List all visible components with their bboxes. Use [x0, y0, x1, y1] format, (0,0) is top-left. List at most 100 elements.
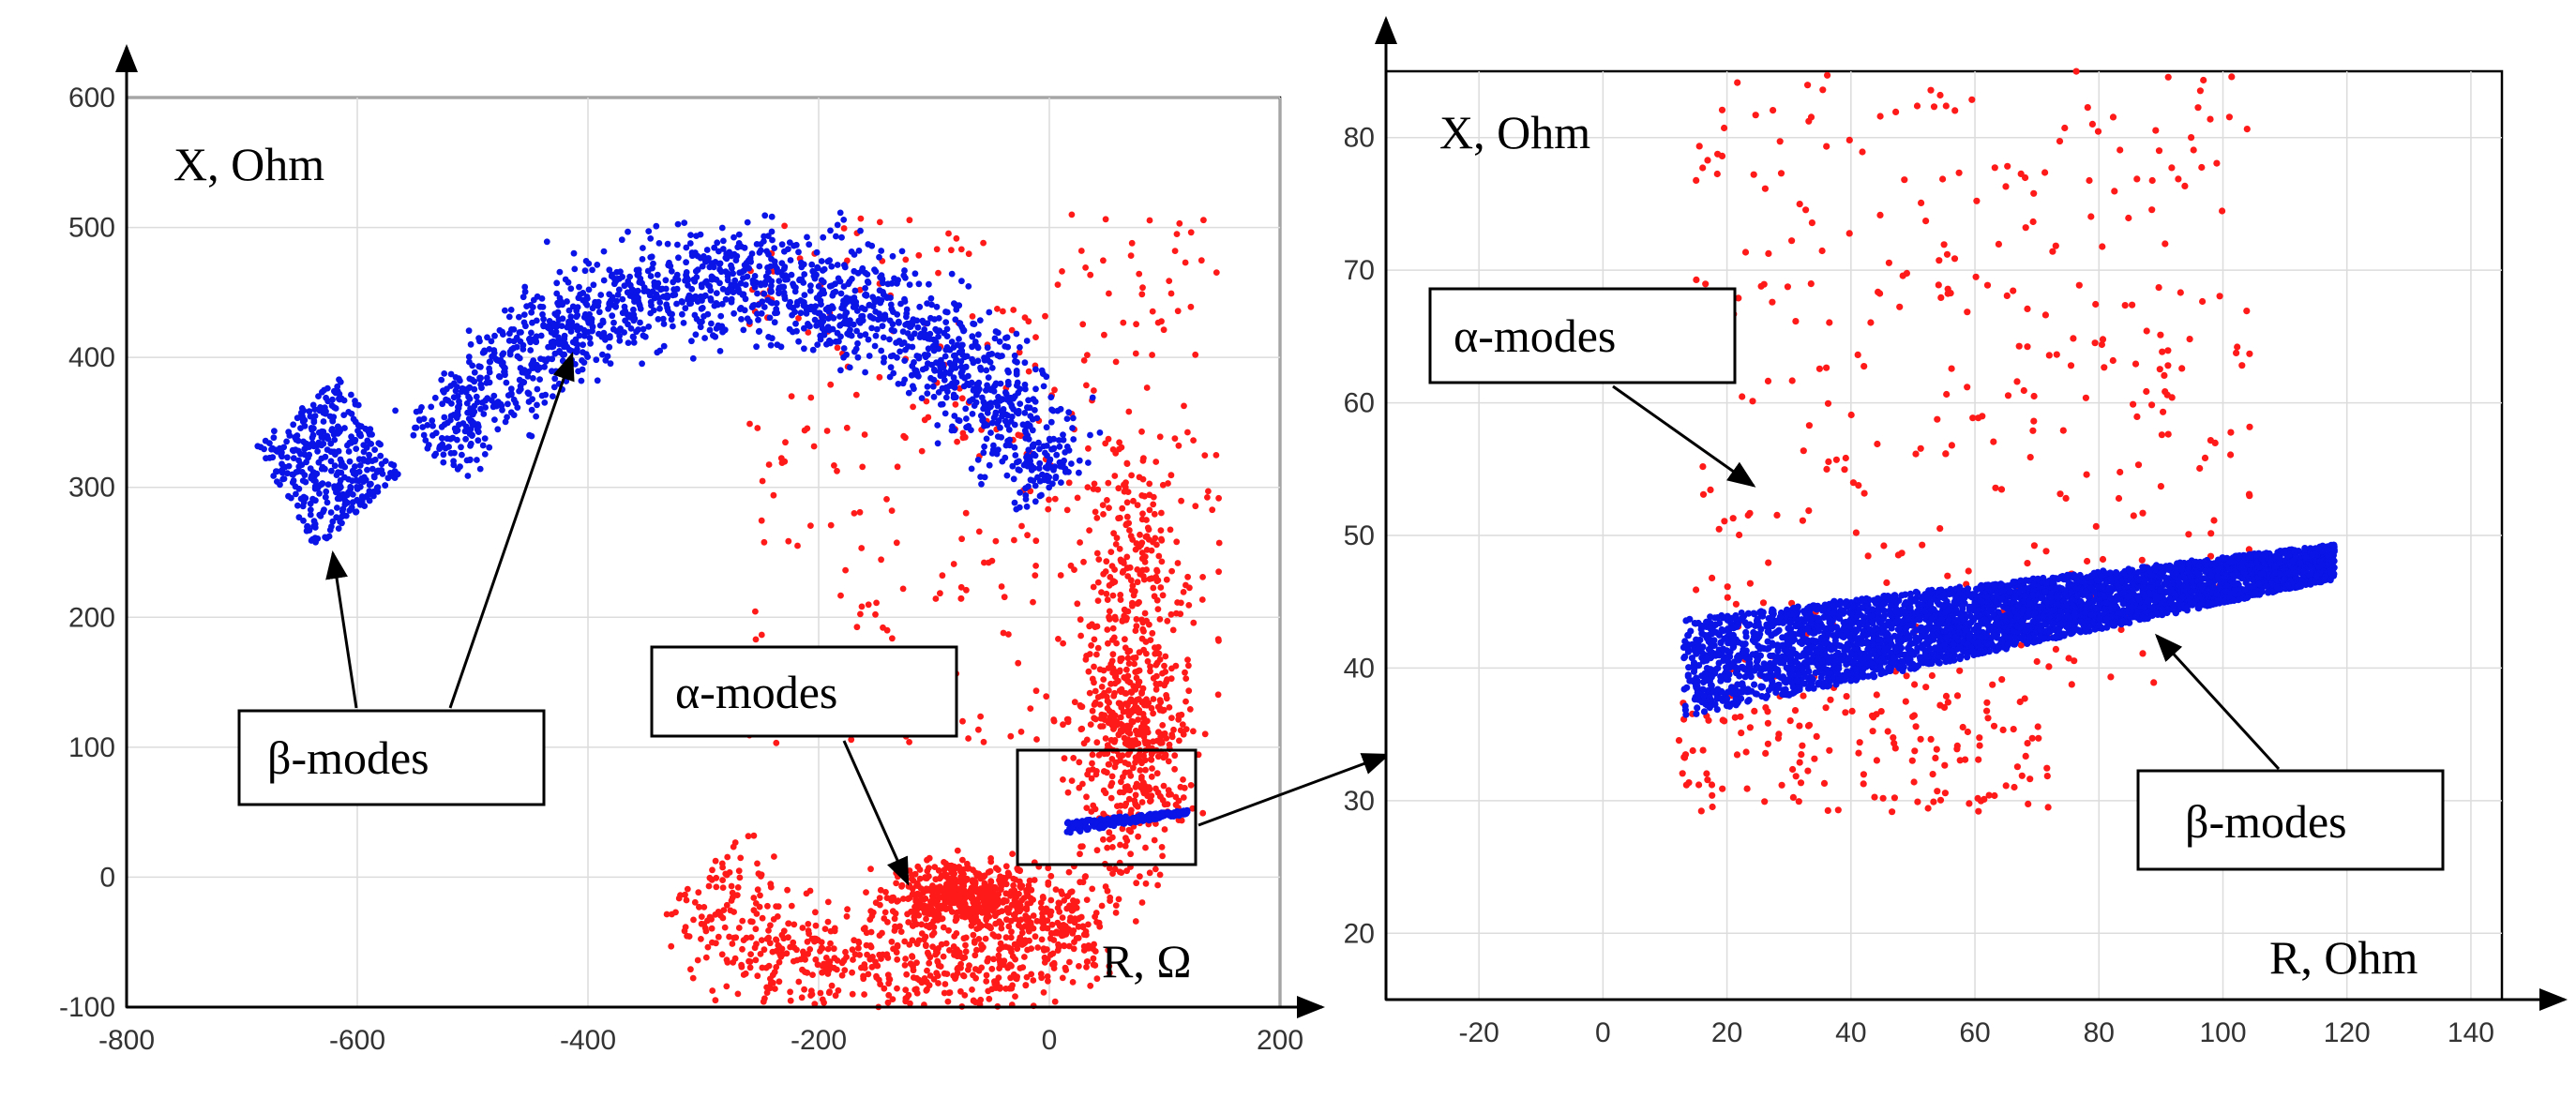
data-point — [335, 525, 342, 532]
data-point — [935, 315, 942, 322]
data-point — [1035, 465, 1043, 472]
y-tick-label: 300 — [68, 473, 115, 504]
data-point — [1008, 403, 1016, 411]
data-point — [1122, 842, 1129, 850]
data-point — [1964, 384, 1971, 391]
data-point — [948, 247, 955, 254]
data-point — [1104, 815, 1111, 822]
data-point — [886, 373, 894, 381]
data-point — [527, 347, 535, 354]
data-point — [630, 317, 638, 324]
data-point — [450, 461, 458, 469]
data-point — [1141, 757, 1149, 764]
data-point — [787, 997, 794, 1004]
data-point — [371, 446, 378, 453]
data-point — [2199, 297, 2207, 306]
data-point — [1057, 572, 1064, 579]
data-point — [2160, 408, 2167, 415]
data-point — [1990, 438, 1997, 445]
data-point — [467, 340, 475, 348]
data-point — [754, 860, 761, 867]
data-point — [1912, 450, 1920, 458]
data-point — [871, 266, 878, 273]
data-point — [2030, 417, 2038, 425]
data-point — [539, 304, 547, 310]
data-point — [1032, 385, 1039, 393]
data-point — [929, 943, 936, 950]
data-point — [1076, 469, 1082, 476]
data-point — [880, 334, 887, 341]
data-point — [1054, 281, 1062, 288]
data-point — [659, 315, 667, 323]
data-point — [851, 510, 858, 517]
data-point — [988, 450, 996, 457]
data-point — [1198, 257, 1205, 264]
data-point — [2158, 431, 2165, 439]
data-point — [1215, 539, 1223, 547]
data-point — [1025, 368, 1032, 375]
data-point — [814, 961, 821, 969]
data-point — [1707, 486, 1714, 494]
x-tick-label: 60 — [1959, 1017, 1990, 1048]
data-point — [889, 635, 896, 642]
data-point — [877, 901, 883, 909]
data-point — [821, 290, 828, 297]
data-point — [889, 908, 896, 915]
data-point — [1122, 521, 1130, 529]
data-point — [1110, 634, 1118, 641]
data-point — [697, 324, 704, 331]
left-plot-frame — [125, 96, 1282, 1009]
data-point — [981, 872, 988, 880]
data-point — [1012, 876, 1019, 883]
left-inset-box — [1016, 748, 1198, 866]
data-point — [804, 425, 811, 432]
data-point — [1163, 692, 1169, 699]
data-point — [771, 245, 778, 251]
data-point — [1721, 518, 1728, 525]
data-point — [957, 583, 965, 591]
data-point — [995, 446, 1002, 453]
data-point — [795, 315, 802, 322]
data-point — [1002, 986, 1009, 992]
data-point — [1215, 494, 1222, 502]
data-point — [727, 907, 734, 914]
data-point — [333, 472, 340, 478]
data-point — [1111, 866, 1119, 873]
data-point — [830, 945, 837, 953]
data-point — [600, 277, 608, 284]
data-point — [1134, 579, 1141, 586]
data-point — [836, 313, 843, 320]
data-point — [817, 989, 824, 997]
data-point — [474, 399, 481, 406]
data-point — [1169, 811, 1177, 819]
data-point — [804, 938, 811, 945]
data-point — [1052, 474, 1060, 480]
data-point — [317, 512, 324, 519]
data-point — [2030, 542, 2038, 549]
data-point — [1046, 474, 1053, 481]
data-point — [944, 883, 951, 890]
data-point — [1109, 625, 1117, 632]
data-point — [2029, 218, 2037, 226]
data-point — [1179, 721, 1186, 728]
data-point — [2062, 494, 2070, 503]
data-point — [1077, 539, 1083, 546]
data-point — [1130, 497, 1137, 504]
data-point — [312, 477, 319, 485]
data-point — [719, 328, 726, 336]
data-point — [1077, 851, 1083, 858]
data-point — [837, 290, 845, 297]
data-point — [1146, 480, 1153, 488]
data-point — [684, 885, 691, 893]
data-point — [849, 969, 855, 976]
data-point — [1704, 157, 1711, 164]
data-point — [673, 271, 681, 278]
data-point — [647, 273, 655, 279]
data-point — [2198, 163, 2206, 172]
data-point — [516, 376, 523, 384]
data-point — [597, 292, 605, 298]
data-point — [529, 304, 536, 310]
data-point — [1026, 422, 1033, 429]
data-point — [886, 336, 893, 343]
data-point — [893, 949, 900, 956]
